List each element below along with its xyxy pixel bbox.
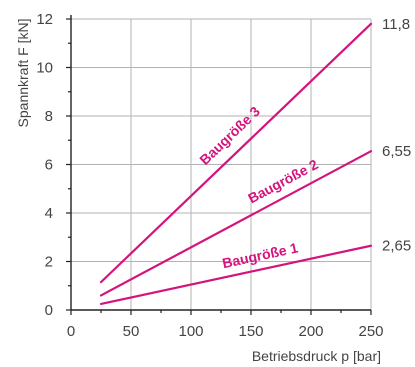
x-tick-label: 50 — [123, 323, 140, 340]
y-tick-label: 8 — [45, 108, 53, 125]
series-line-2 — [99, 150, 373, 297]
y-tick-label: 10 — [36, 60, 53, 77]
y-axis-title: Spannkraft F [kN] — [15, 19, 31, 128]
y-tick-label: 6 — [45, 157, 53, 174]
x-tick-label: 250 — [358, 323, 383, 340]
x-tick-label: 200 — [298, 323, 323, 340]
x-axis-title: Betriebsdruck p [bar] — [252, 348, 381, 364]
y-tick-label: 12 — [36, 11, 53, 28]
series-line-3 — [99, 22, 373, 284]
x-tick-label: 100 — [178, 323, 203, 340]
series-label-1: Baugröße 1 — [221, 239, 300, 271]
y-tick-label: 0 — [45, 302, 53, 319]
end-value-label-3: 11,8 — [382, 16, 410, 33]
series-lines — [99, 22, 373, 306]
x-tick-label: 0 — [67, 323, 75, 340]
end-value-label-2: 6,55 — [382, 143, 411, 160]
end-value-label-1: 2,65 — [382, 238, 411, 255]
series-line-1 — [99, 244, 373, 306]
y-tick-label: 2 — [45, 254, 53, 271]
x-tick-label: 150 — [238, 323, 263, 340]
y-tick-label: 4 — [45, 205, 53, 222]
axes — [66, 15, 372, 315]
